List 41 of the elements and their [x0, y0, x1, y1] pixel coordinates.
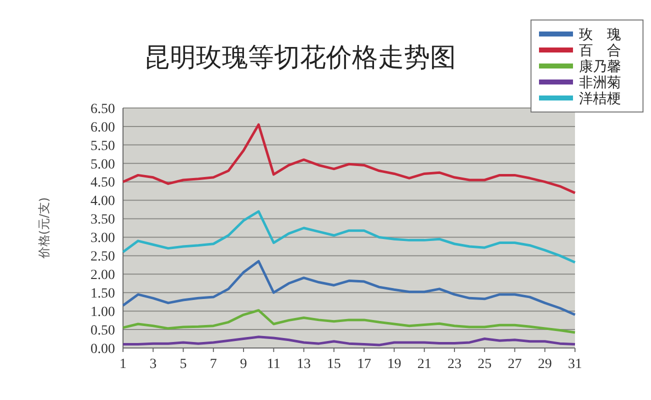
legend-label: 玫 瑰	[579, 26, 621, 43]
y-tick-label: 3.50	[90, 212, 115, 228]
y-tick-label: 2.50	[90, 250, 115, 265]
y-tick-label: 0.00	[90, 342, 115, 357]
line-series	[122, 210, 576, 264]
x-tick-label: 23	[447, 357, 462, 372]
x-tick-label: 5	[180, 357, 187, 372]
legend-label: 非洲菊	[579, 74, 621, 91]
y-tick-label: 5.50	[90, 138, 115, 154]
legend-label: 康乃馨	[579, 58, 621, 75]
x-tick-label: 1	[120, 357, 126, 372]
x-tick-label: 11	[266, 357, 280, 372]
x-tick-label: 17	[357, 357, 372, 372]
y-tick-label: 0.50	[90, 323, 115, 338]
x-tick-label: 29	[538, 357, 552, 372]
x-tick-label: 19	[387, 357, 402, 372]
y-tick-label: 5.00	[90, 157, 115, 172]
x-tick-label: 21	[417, 357, 432, 372]
chart-title: 昆明玫瑰等切花价格走势图	[144, 43, 456, 73]
y-tick-label: 4.00	[90, 194, 115, 210]
x-tick-label: 9	[240, 357, 248, 372]
y-axis-title: 价格(元/支)	[37, 197, 51, 260]
x-tick-label: 31	[568, 357, 582, 372]
x-tick-label: 3	[150, 357, 157, 372]
y-tick-label: 6.00	[90, 120, 115, 136]
y-tick-label: 1.50	[90, 286, 115, 302]
legend-label: 洋桔梗	[579, 90, 621, 107]
x-tick-label: 27	[508, 357, 522, 372]
y-tick-label: 3.00	[90, 231, 115, 246]
y-tick-label: 4.50	[90, 176, 115, 191]
y-tick-label: 2.00	[90, 268, 115, 284]
x-tick-label: 25	[478, 357, 492, 372]
y-tick-label: 1.00	[90, 304, 115, 320]
line-series	[122, 123, 576, 194]
x-tick-label: 15	[326, 357, 341, 372]
x-tick-label: 7	[210, 357, 217, 372]
line-series	[122, 309, 576, 334]
x-tick-label: 13	[296, 357, 311, 372]
legend-label: 百 合	[579, 42, 621, 59]
line-series	[122, 260, 576, 316]
y-tick-label: 6.50	[90, 102, 115, 117]
